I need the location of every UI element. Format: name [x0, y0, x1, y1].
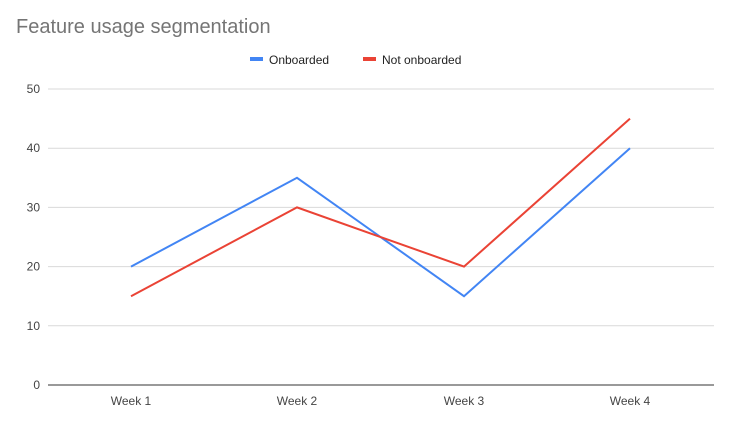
legend-label: Not onboarded [382, 53, 461, 67]
y-tick-label: 50 [27, 82, 41, 96]
y-tick-label: 0 [33, 378, 40, 392]
chart-title: Feature usage segmentation [16, 16, 271, 38]
x-tick-label: Week 1 [111, 394, 152, 408]
y-axis: 0 10 20 30 40 50 [27, 82, 41, 392]
legend-swatch [363, 57, 376, 61]
legend: Onboarded Not onboarded [250, 53, 461, 67]
x-axis: Week 1 Week 2 Week 3 Week 4 [111, 394, 651, 408]
x-tick-label: Week 2 [277, 394, 318, 408]
y-tick-label: 10 [27, 319, 41, 333]
series-line-not-onboarded [130, 117, 631, 298]
gridlines [48, 88, 714, 386]
x-tick-label: Week 3 [444, 394, 485, 408]
legend-label: Onboarded [269, 53, 329, 67]
y-tick-label: 40 [27, 141, 41, 155]
y-tick-label: 20 [27, 260, 41, 274]
y-tick-label: 30 [27, 200, 41, 214]
series-lines [130, 117, 631, 298]
x-tick-label: Week 4 [610, 394, 651, 408]
series-line-onboarded [130, 147, 631, 298]
legend-swatch [250, 57, 263, 61]
